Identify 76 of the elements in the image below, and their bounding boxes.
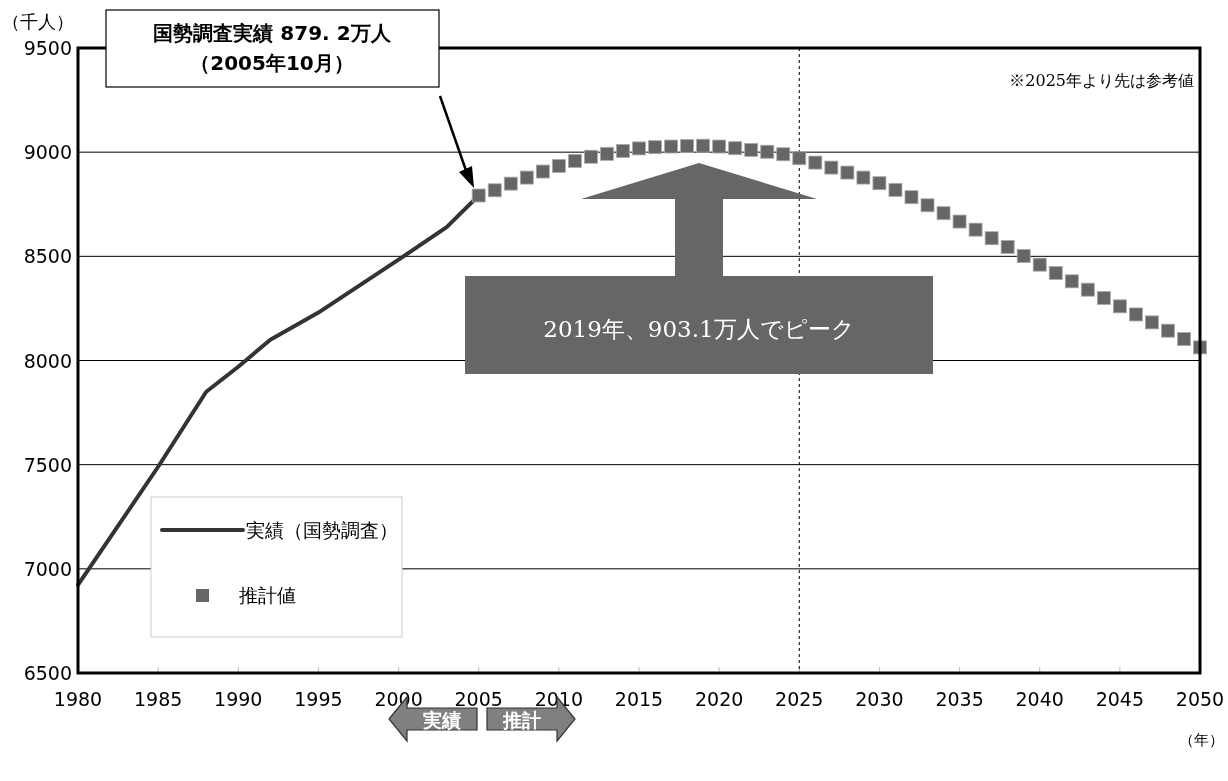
- legend-label: 推計値: [239, 584, 296, 606]
- point: [728, 141, 743, 156]
- y-tick-label: 7500: [23, 453, 72, 476]
- point: [1064, 274, 1079, 289]
- point: [648, 140, 662, 155]
- x-tick-label: 1980: [53, 688, 103, 710]
- point: [856, 170, 871, 185]
- x-tick-label: 2015: [614, 688, 664, 710]
- x-tick-label: 2040: [1015, 688, 1064, 710]
- point: [1000, 240, 1015, 254]
- y-tick-label: 8000: [23, 349, 72, 372]
- x-tick-label: 2005: [454, 688, 503, 710]
- point: [792, 151, 807, 166]
- point: [471, 188, 486, 203]
- x-tick-label: 2010: [534, 688, 584, 710]
- point: [632, 141, 646, 156]
- point: [872, 176, 887, 191]
- point: [760, 144, 775, 159]
- x-axis-title: （年）: [1179, 731, 1224, 749]
- point: [920, 198, 935, 213]
- x-tick-label: 2020: [694, 688, 744, 710]
- point: [968, 222, 983, 237]
- point: [904, 190, 919, 205]
- text: 国勢調査実績 879. 2万人: [153, 21, 392, 45]
- x-tick-label: 1985: [133, 688, 183, 710]
- text: 推計: [502, 709, 541, 731]
- y-tick-label: 9500: [23, 37, 72, 59]
- point: [936, 206, 951, 221]
- y-axis-title: （千人）: [2, 11, 74, 32]
- point: [503, 176, 518, 191]
- point: [1145, 315, 1159, 330]
- point: [680, 139, 694, 154]
- point: [1177, 332, 1191, 346]
- x-tick-label: 2025: [775, 688, 824, 710]
- point: [519, 170, 534, 185]
- point: [1032, 257, 1047, 272]
- point: [696, 138, 711, 153]
- x-tick-label: 1990: [214, 688, 263, 710]
- point: [840, 165, 855, 180]
- point: [1112, 299, 1127, 314]
- point: [487, 183, 502, 198]
- text: 実績: [422, 709, 461, 731]
- point: [744, 142, 759, 157]
- x-tick-label: 2035: [935, 688, 984, 710]
- point: [1128, 307, 1143, 322]
- x-tick-label: 2050: [1175, 688, 1225, 710]
- point: [600, 146, 614, 161]
- annotation: 2019年、903.1万人でピーク: [543, 316, 855, 342]
- point: [535, 164, 550, 179]
- point: [952, 214, 967, 229]
- point: [1096, 291, 1111, 305]
- point: [664, 139, 678, 154]
- point: [712, 139, 727, 154]
- y-tick-label: 6500: [23, 662, 72, 684]
- legend-label: 実績（国勢調査）: [246, 519, 398, 541]
- x-tick-label: 2030: [855, 688, 904, 710]
- point: [567, 154, 582, 168]
- annotation: ※2025年より先は参考値: [1009, 71, 1194, 90]
- point: [888, 182, 903, 197]
- point: [1161, 323, 1175, 338]
- y-tick-label: 7000: [23, 557, 72, 580]
- point: [584, 149, 598, 164]
- x-tick-label: 2045: [1095, 688, 1145, 710]
- point: [808, 155, 823, 170]
- x-tick-label: 1995: [294, 688, 343, 710]
- point: [1016, 249, 1031, 263]
- point: [1080, 282, 1095, 297]
- point: [824, 160, 839, 175]
- point: [984, 231, 999, 246]
- point: [551, 159, 566, 173]
- point: [1048, 266, 1063, 280]
- annotation: （2005年10月）: [190, 51, 354, 75]
- point: [616, 144, 630, 158]
- point: [776, 147, 791, 162]
- y-tick-label: 8500: [23, 245, 72, 268]
- y-tick-label: 9000: [23, 141, 72, 164]
